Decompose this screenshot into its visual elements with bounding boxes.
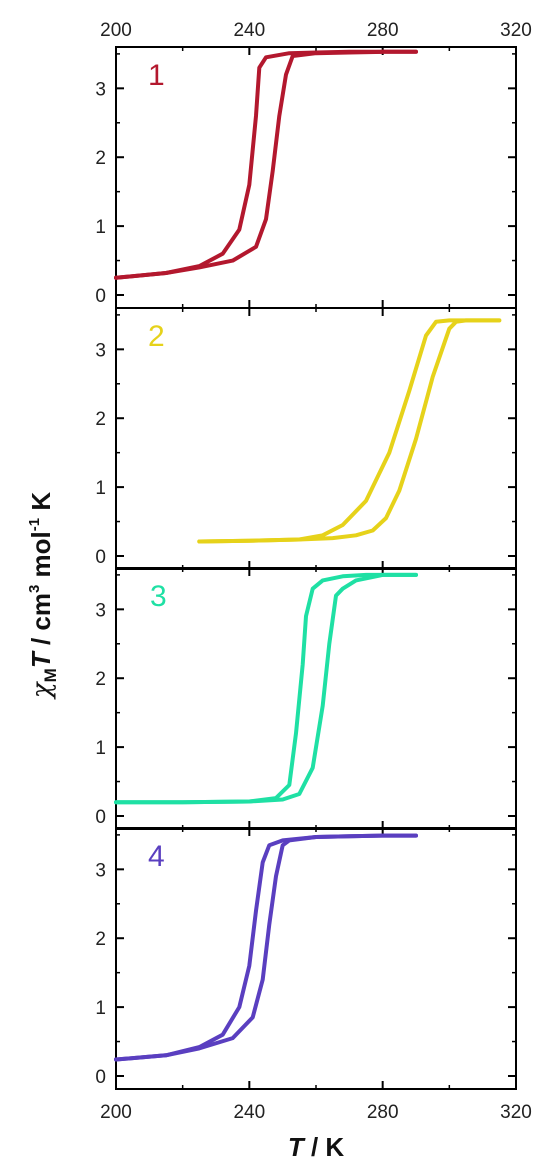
y-axis-title-sup1: 3 (26, 585, 43, 593)
panel-label-3: 3 (150, 580, 167, 613)
top-x-axis: 200 240 280 320 (100, 20, 532, 41)
panel-frame (115, 827, 517, 1090)
y-axis-title-var: T (26, 650, 56, 668)
series-2-1 (197, 318, 502, 544)
x-tick-label: 320 (500, 1102, 532, 1123)
x-axis-title-var: T (288, 1132, 306, 1162)
y-axis-title-end: K (26, 492, 56, 518)
y-axis-title-mid: / cm (26, 593, 56, 652)
top-x-tick-label: 200 (100, 20, 132, 41)
y-tick-label: 0 (95, 286, 106, 307)
y-tick-label: 3 (95, 860, 106, 881)
panel-1: 0 1 2 3 1 (95, 46, 517, 309)
panel-4: 0 1 2 3 4 (95, 827, 517, 1090)
series-1-2 (114, 49, 418, 280)
y-tick-label: 3 (95, 600, 106, 621)
panel-frame (115, 307, 517, 570)
x-tick-label: 200 (100, 1102, 132, 1123)
y-axis-title-mol: mol (26, 531, 56, 584)
top-x-tick-label: 240 (233, 20, 265, 41)
y-tick-label: 2 (95, 929, 106, 950)
series-2-2 (197, 318, 502, 544)
series-3-2 (114, 572, 418, 805)
x-axis-title-rest: / K (304, 1132, 345, 1162)
y-axis-title-sub: M (41, 668, 60, 682)
y-tick-label: 3 (95, 79, 106, 100)
y-tick-label: 1 (95, 738, 106, 759)
bottom-x-axis: 200 240 280 320 (100, 1102, 532, 1123)
top-x-tick-label: 320 (500, 20, 532, 41)
y-tick-label: 2 (95, 409, 106, 430)
panel-label-1: 1 (148, 59, 165, 92)
y-axis-title-chi: χ (27, 680, 57, 700)
x-tick-label: 240 (233, 1102, 265, 1123)
top-x-tick-label: 280 (367, 20, 399, 41)
panel-2: 0 1 2 3 2 (95, 307, 517, 570)
y-tick-label: 1 (95, 217, 106, 238)
y-tick-label: 1 (95, 478, 106, 499)
y-tick-label: 0 (95, 807, 106, 828)
y-tick-label: 2 (95, 148, 106, 169)
x-axis-title: T / K (288, 1132, 345, 1162)
panel-label-4: 4 (148, 840, 165, 873)
y-axis-title: χMT / cm3 mol-1 K (26, 492, 60, 700)
panel-3: 0 1 2 3 3 (95, 567, 517, 830)
x-tick-label: 280 (367, 1102, 399, 1123)
panel-label-2: 2 (148, 320, 165, 353)
series-4-2 (114, 833, 418, 1062)
panel-frame (115, 46, 517, 309)
y-tick-label: 0 (95, 1067, 106, 1088)
panel-frame (115, 567, 517, 830)
y-tick-label: 2 (95, 669, 106, 690)
y-tick-label: 0 (95, 547, 106, 568)
panels: 0 1 2 3 1 0 1 2 3 2 0 1 2 3 3 0 1 2 3 4 (95, 46, 517, 1090)
y-tick-label: 1 (95, 998, 106, 1019)
y-axis-title-sup2: -1 (26, 518, 43, 531)
y-tick-label: 3 (95, 340, 106, 361)
